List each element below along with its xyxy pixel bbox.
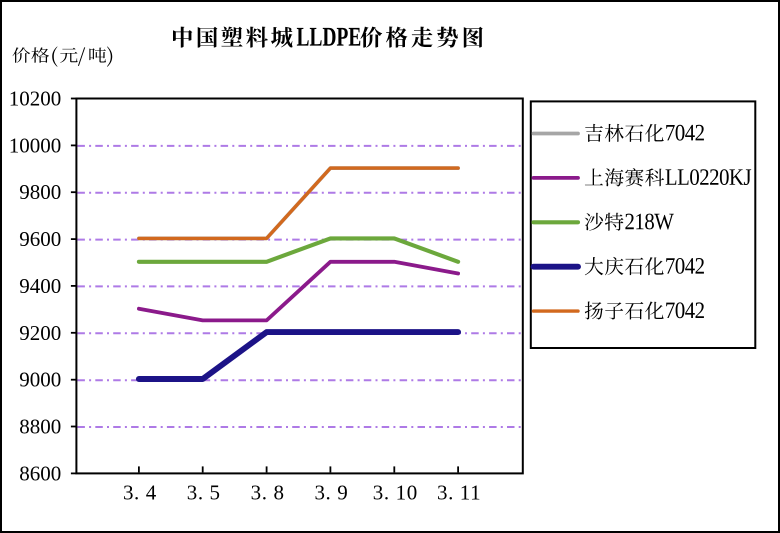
svg-text:9800: 9800 bbox=[19, 180, 61, 204]
svg-text:3. 9: 3. 9 bbox=[314, 481, 348, 505]
svg-text:3. 11: 3. 11 bbox=[437, 481, 481, 505]
svg-text:9400: 9400 bbox=[19, 274, 61, 298]
svg-text:8800: 8800 bbox=[19, 415, 61, 439]
svg-text:3. 8: 3. 8 bbox=[251, 481, 285, 505]
svg-text:10200: 10200 bbox=[9, 87, 62, 111]
svg-text:10000: 10000 bbox=[9, 133, 62, 157]
svg-text:3. 10: 3. 10 bbox=[373, 481, 418, 505]
svg-text:9200: 9200 bbox=[19, 321, 61, 345]
svg-text:8600: 8600 bbox=[19, 461, 61, 485]
svg-text:9000: 9000 bbox=[19, 368, 61, 392]
svg-text:3. 4: 3. 4 bbox=[123, 481, 157, 505]
svg-text:3. 5: 3. 5 bbox=[187, 481, 221, 505]
svg-text:9600: 9600 bbox=[19, 227, 61, 251]
